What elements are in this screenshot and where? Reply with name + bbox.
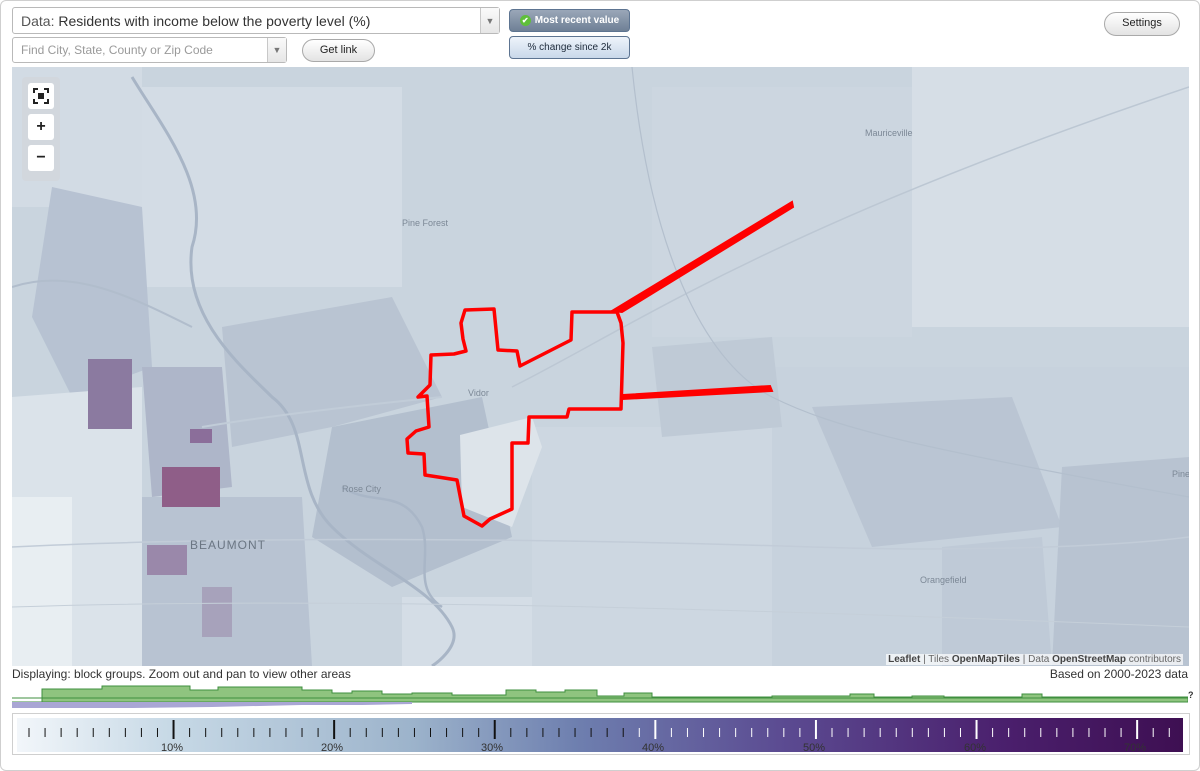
most-recent-value-button[interactable]: ✔ Most recent value — [509, 9, 630, 32]
data-select-prefix: Data: — [21, 13, 55, 29]
chevron-down-icon[interactable]: ▼ — [480, 8, 499, 33]
attribution-sep-data: | Data — [1020, 654, 1053, 665]
map[interactable]: Mauriceville Pine Forest Vidor Rose City… — [12, 67, 1189, 666]
zoom-control: + − — [22, 77, 60, 181]
distribution-histogram — [12, 685, 1188, 708]
display-status: Displaying: block groups. Zoom out and p… — [12, 667, 351, 681]
attribution-sep-tiles: | Tiles — [920, 654, 952, 665]
attribution-contributors: contributors — [1125, 654, 1181, 665]
legend-tick-label: 10% — [160, 742, 184, 754]
place-label-mauriceville: Mauriceville — [865, 128, 913, 138]
location-search[interactable]: ▼ — [12, 37, 287, 63]
data-select-value: Residents with income below the poverty … — [58, 13, 371, 29]
zoom-out-button[interactable]: − — [28, 145, 54, 171]
legend-tick-label: 30% — [480, 742, 504, 754]
place-label-pine-forest: Pine Forest — [402, 218, 449, 228]
openmaptiles-link[interactable]: OpenMapTiles — [951, 654, 1020, 665]
place-label-pinehurst: Pineh — [1172, 469, 1189, 479]
legend-tick-label: 40% — [641, 742, 665, 754]
histogram-help[interactable]: ? — [1188, 690, 1194, 700]
map-attribution: Leaflet | Tiles OpenMapTiles | Data Open… — [886, 654, 1183, 665]
legend-ticks — [28, 720, 1170, 739]
map-tiles — [12, 67, 1189, 666]
get-link-button[interactable]: Get link — [302, 39, 375, 62]
place-label-vidor: Vidor — [468, 388, 489, 398]
most-recent-label: Most recent value — [534, 15, 620, 26]
chevron-down-icon[interactable]: ▼ — [267, 38, 286, 62]
fullscreen-button[interactable] — [28, 83, 54, 109]
legend-gradient-bar: 10% 20% 30% 40% 50% 60% 70% — [17, 718, 1183, 754]
place-label-orangefield: Orangefield — [920, 575, 967, 585]
openstreetmap-link[interactable]: OpenStreetMap — [1052, 654, 1126, 665]
change-since-2k-button[interactable]: % change since 2k — [509, 36, 630, 59]
check-icon: ✔ — [519, 14, 531, 26]
legend-tick-label: 70% — [1123, 742, 1147, 754]
leaflet-link[interactable]: Leaflet — [888, 654, 921, 665]
fullscreen-icon — [33, 88, 49, 104]
search-input[interactable] — [13, 38, 271, 62]
legend-tick-label: 60% — [963, 742, 987, 754]
place-label-rose-city: Rose City — [342, 484, 382, 494]
legend-tick-label: 50% — [802, 742, 826, 754]
settings-button[interactable]: Settings — [1104, 12, 1180, 36]
data-select-text: Data: Residents with income below the po… — [21, 13, 370, 29]
legend-tick-label: 20% — [320, 742, 344, 754]
color-legend: 10% 20% 30% 40% 50% 60% 70% — [12, 713, 1190, 755]
zoom-in-button[interactable]: + — [28, 114, 54, 140]
place-label-beaumont: BEAUMONT — [190, 538, 267, 552]
data-years: Based on 2000-2023 data — [1049, 667, 1188, 681]
data-select[interactable]: Data: Residents with income below the po… — [12, 7, 500, 34]
